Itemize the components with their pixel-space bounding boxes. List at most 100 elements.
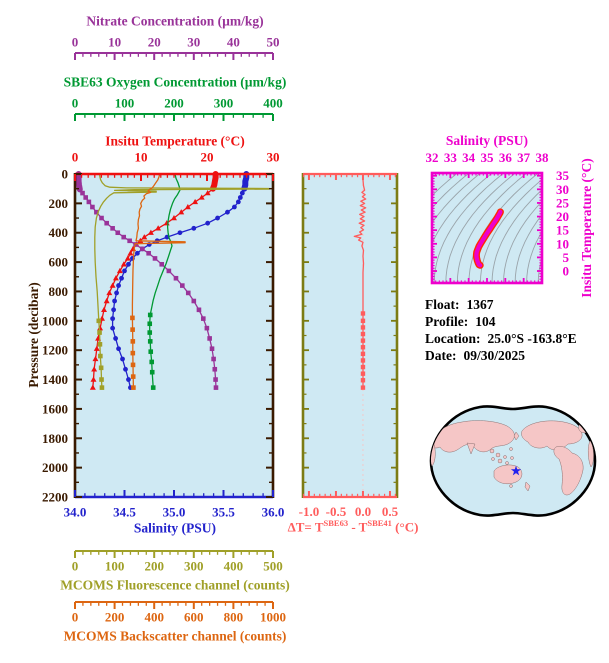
svg-text:5: 5 — [563, 250, 570, 265]
series-oxygen — [147, 173, 181, 390]
svg-text:10: 10 — [108, 35, 121, 50]
info-value: 1367 — [466, 297, 494, 312]
svg-text:200: 200 — [144, 559, 164, 574]
svg-text:400: 400 — [263, 96, 283, 111]
svg-text:Nitrate Concentration (µm/kg): Nitrate Concentration (µm/kg) — [86, 14, 263, 29]
svg-text:33: 33 — [444, 150, 458, 165]
svg-text:36: 36 — [499, 150, 513, 165]
top-axes: 0 10 20 30 40 50 Nitrate Concentration (µm/kg)… — [64, 14, 287, 121]
info-label: Float: — [425, 297, 460, 312]
svg-text:100: 100 — [105, 559, 125, 574]
svg-text:50: 50 — [267, 35, 280, 50]
info-label: Date: — [425, 348, 457, 363]
axis-fluorescence: 0 100 200 300 400 500 MCOMS Fluorescence chann… — [60, 550, 290, 593]
world-map — [429, 405, 597, 517]
svg-text:30: 30 — [187, 35, 200, 50]
float-location-star — [510, 465, 522, 476]
axis-backscatter: 0 200 400 600 800 1000 MCOMS Backscatter chann… — [64, 601, 287, 644]
svg-text:200: 200 — [49, 196, 69, 211]
axis-nitrate: 0 10 20 30 40 50 Nitrate Concentration (µm/kg) — [72, 14, 280, 60]
info-value: 09/30/2025 — [463, 348, 525, 363]
svg-text:1800: 1800 — [42, 431, 68, 446]
svg-text:32: 32 — [426, 150, 439, 165]
svg-text:1000: 1000 — [260, 610, 286, 625]
svg-text:600: 600 — [184, 610, 204, 625]
float-info: Float: 1367 Profile: 104 Location: 25.0°S -… — [425, 296, 577, 364]
svg-text:38: 38 — [536, 150, 550, 165]
svg-text:0.5: 0.5 — [382, 504, 399, 519]
svg-text:1200: 1200 — [42, 343, 68, 358]
info-value: 25.0°S -163.8°E — [487, 331, 577, 346]
svg-text:Insitu Temperature (°C): Insitu Temperature (°C) — [579, 158, 594, 297]
svg-text:10: 10 — [135, 150, 148, 165]
svg-text:400: 400 — [144, 610, 164, 625]
float-info-row: Float: 1367 — [425, 296, 577, 313]
svg-text:37: 37 — [517, 150, 531, 165]
svg-text:15: 15 — [556, 223, 570, 238]
svg-text:-0.5: -0.5 — [326, 504, 347, 519]
svg-text:SBE63 Oxygen Concentration (µm: SBE63 Oxygen Concentration (µm/kg) — [64, 75, 287, 90]
axis-oxygen: 0 100 200 300 400 SBE63 Oxygen Concentration … — [64, 75, 287, 121]
series-fluorescence — [94, 173, 270, 390]
main-plot-background — [75, 174, 273, 497]
svg-text:36.0: 36.0 — [262, 505, 285, 520]
svg-text:0: 0 — [72, 559, 79, 574]
svg-text:35: 35 — [556, 168, 570, 183]
float-info-row: Date: 09/30/2025 — [425, 347, 577, 364]
svg-text:Salinity (PSU): Salinity (PSU) — [446, 133, 528, 148]
svg-text:0: 0 — [72, 96, 79, 111]
svg-text:34.5: 34.5 — [113, 505, 136, 520]
svg-text:30: 30 — [267, 150, 280, 165]
svg-text:0: 0 — [563, 264, 570, 279]
svg-text:-1.0: -1.0 — [299, 504, 320, 519]
series-delta-t — [353, 173, 367, 390]
info-label: Location: — [425, 331, 481, 346]
svg-text:2000: 2000 — [42, 460, 68, 475]
svg-text:20: 20 — [556, 209, 569, 224]
series-backscatter — [130, 173, 186, 390]
ts-curve — [472, 208, 504, 269]
svg-text:400: 400 — [224, 559, 244, 574]
info-value: 104 — [475, 314, 496, 329]
delta-t-axis-title: ΔT= TSBE63 - TSBE41 (°C) — [287, 518, 419, 535]
svg-text:10: 10 — [556, 236, 569, 251]
svg-text:1400: 1400 — [42, 372, 68, 387]
svg-text:34.0: 34.0 — [64, 505, 87, 520]
delta-t-background — [303, 174, 397, 497]
svg-text:500: 500 — [263, 559, 283, 574]
svg-text:0: 0 — [62, 167, 69, 182]
svg-text:20: 20 — [201, 150, 214, 165]
svg-text:300: 300 — [214, 96, 234, 111]
svg-text:200: 200 — [164, 96, 184, 111]
svg-text:800: 800 — [49, 284, 69, 299]
series-salinity — [110, 171, 250, 391]
svg-text:MCOMS Fluorescence channel (co: MCOMS Fluorescence channel (counts) — [60, 578, 290, 593]
svg-text:25: 25 — [556, 195, 570, 210]
svg-text:35.5: 35.5 — [212, 505, 235, 520]
svg-text:100: 100 — [115, 96, 135, 111]
float-info-row: Location: 25.0°S -163.8°E — [425, 330, 577, 347]
svg-text:800: 800 — [224, 610, 244, 625]
main-profile-plot: 0 200 400 600 800 1000 1200 1400 1600 1800 2000 220… — [26, 167, 275, 505]
isopycnal-contours — [433, 174, 541, 282]
svg-text:35: 35 — [481, 150, 495, 165]
svg-text:1000: 1000 — [42, 313, 68, 328]
svg-text:0: 0 — [72, 610, 79, 625]
svg-text:600: 600 — [49, 255, 69, 270]
delta-t-panel: -1.0 -0.5 0.0 0.5 — [299, 172, 399, 519]
svg-text:MCOMS Backscatter channel (cou: MCOMS Backscatter channel (counts) — [64, 629, 287, 644]
float-info-row: Profile: 104 — [425, 313, 577, 330]
svg-text:300: 300 — [184, 559, 204, 574]
svg-text:0.0: 0.0 — [355, 504, 371, 519]
info-label: Profile: — [425, 314, 469, 329]
axis-salinity: 34.0 34.5 35.0 35.5 36.0 Salinity (PSU) — [64, 490, 285, 536]
svg-text:34: 34 — [462, 150, 476, 165]
svg-text:Pressure (decibar): Pressure (decibar) — [26, 282, 41, 388]
svg-text:Insitu Temperature (°C): Insitu Temperature (°C) — [105, 134, 244, 149]
svg-text:2200: 2200 — [42, 490, 68, 505]
svg-text:Salinity (PSU): Salinity (PSU) — [134, 521, 216, 536]
svg-text:40: 40 — [227, 35, 240, 50]
